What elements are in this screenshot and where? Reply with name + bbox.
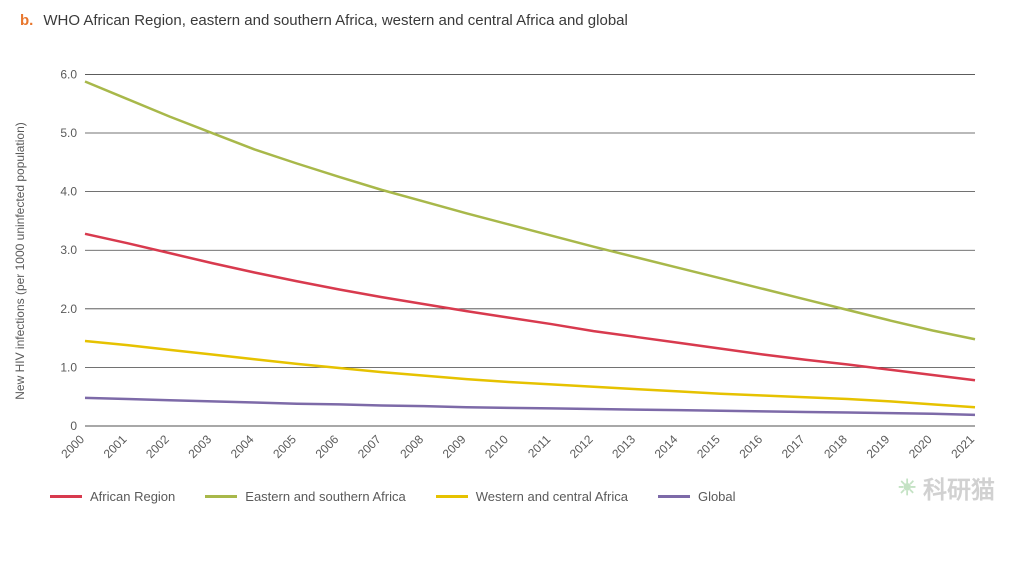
series-line — [85, 341, 975, 407]
x-tick-label: 2010 — [482, 432, 511, 461]
legend-swatch — [205, 495, 237, 498]
x-tick-label: 2007 — [355, 432, 384, 461]
y-tick-label: 5.0 — [60, 126, 77, 140]
watermark-text: 科研猫 — [923, 470, 995, 505]
series-line — [85, 81, 975, 339]
x-tick-label: 2020 — [906, 432, 935, 461]
y-tick-label: 0 — [70, 419, 77, 433]
legend-item: Eastern and southern Africa — [205, 489, 405, 504]
legend-item: Global — [658, 489, 736, 504]
x-tick-label: 2017 — [779, 432, 808, 461]
chart-title: WHO African Region, eastern and southern… — [43, 12, 628, 29]
x-tick-label: 2021 — [948, 432, 977, 461]
legend-item: African Region — [50, 489, 175, 504]
legend: African Region Eastern and southern Afric… — [50, 489, 1005, 504]
x-tick-label: 2015 — [694, 432, 723, 461]
chart-title-row: b. WHO African Region, eastern and south… — [20, 12, 1005, 29]
series-line — [85, 234, 975, 380]
y-tick-label: 6.0 — [60, 67, 77, 81]
legend-item: Western and central Africa — [436, 489, 628, 504]
watermark: ☀ 科研猫 — [897, 470, 995, 505]
line-chart: 0 1.0 2.0 3.0 4.0 5.0 6.0 2000 2001 2002 2003 2004 2… — [30, 41, 990, 481]
x-tick-label: 2018 — [821, 432, 850, 461]
x-tick-label: 2009 — [440, 432, 469, 461]
series-line — [85, 398, 975, 415]
x-tick-label: 2000 — [58, 432, 87, 461]
x-tick-label: 2011 — [525, 432, 553, 460]
x-tick-label: 2006 — [313, 432, 342, 461]
y-tick-label: 2.0 — [60, 302, 77, 316]
legend-swatch — [50, 495, 82, 498]
legend-label: Global — [698, 489, 736, 504]
x-tick-label: 2003 — [185, 432, 214, 461]
x-tick-label: 2012 — [567, 432, 596, 461]
legend-label: African Region — [90, 489, 175, 504]
y-axis-label: New HIV infections (per 1000 uninfected … — [13, 122, 27, 400]
legend-label: Western and central Africa — [476, 489, 628, 504]
x-tick-label: 2019 — [864, 432, 893, 461]
x-tick-label: 2014 — [652, 432, 681, 461]
x-tick-label: 2013 — [609, 432, 638, 461]
x-tick-label: 2002 — [143, 432, 172, 461]
legend-swatch — [658, 495, 690, 498]
x-tick-label: 2016 — [736, 432, 765, 461]
x-tick-label: 2004 — [228, 432, 257, 461]
y-tick-label: 4.0 — [60, 185, 77, 199]
y-tick-label: 3.0 — [60, 243, 77, 257]
x-tick-label: 2001 — [101, 432, 130, 461]
legend-swatch — [436, 495, 468, 498]
x-tick-label: 2008 — [397, 432, 426, 461]
chart-area: New HIV infections (per 1000 uninfected … — [30, 41, 990, 481]
y-tick-label: 1.0 — [60, 360, 77, 374]
legend-label: Eastern and southern Africa — [245, 489, 405, 504]
watermark-icon: ☀ — [897, 475, 917, 501]
x-tick-label: 2005 — [270, 432, 299, 461]
panel-letter: b. — [20, 12, 33, 29]
